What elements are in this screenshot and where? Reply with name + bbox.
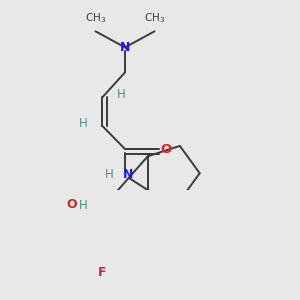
- Text: N: N: [123, 167, 133, 181]
- Text: N: N: [120, 41, 130, 54]
- Text: H: H: [117, 88, 125, 101]
- Text: O: O: [67, 198, 77, 211]
- Text: H: H: [105, 167, 114, 181]
- Text: O: O: [160, 142, 172, 156]
- Text: F: F: [98, 266, 106, 279]
- Text: CH$_3$: CH$_3$: [144, 11, 165, 25]
- Text: CH$_3$: CH$_3$: [85, 11, 106, 25]
- Text: H: H: [79, 117, 88, 130]
- Text: H: H: [79, 199, 87, 212]
